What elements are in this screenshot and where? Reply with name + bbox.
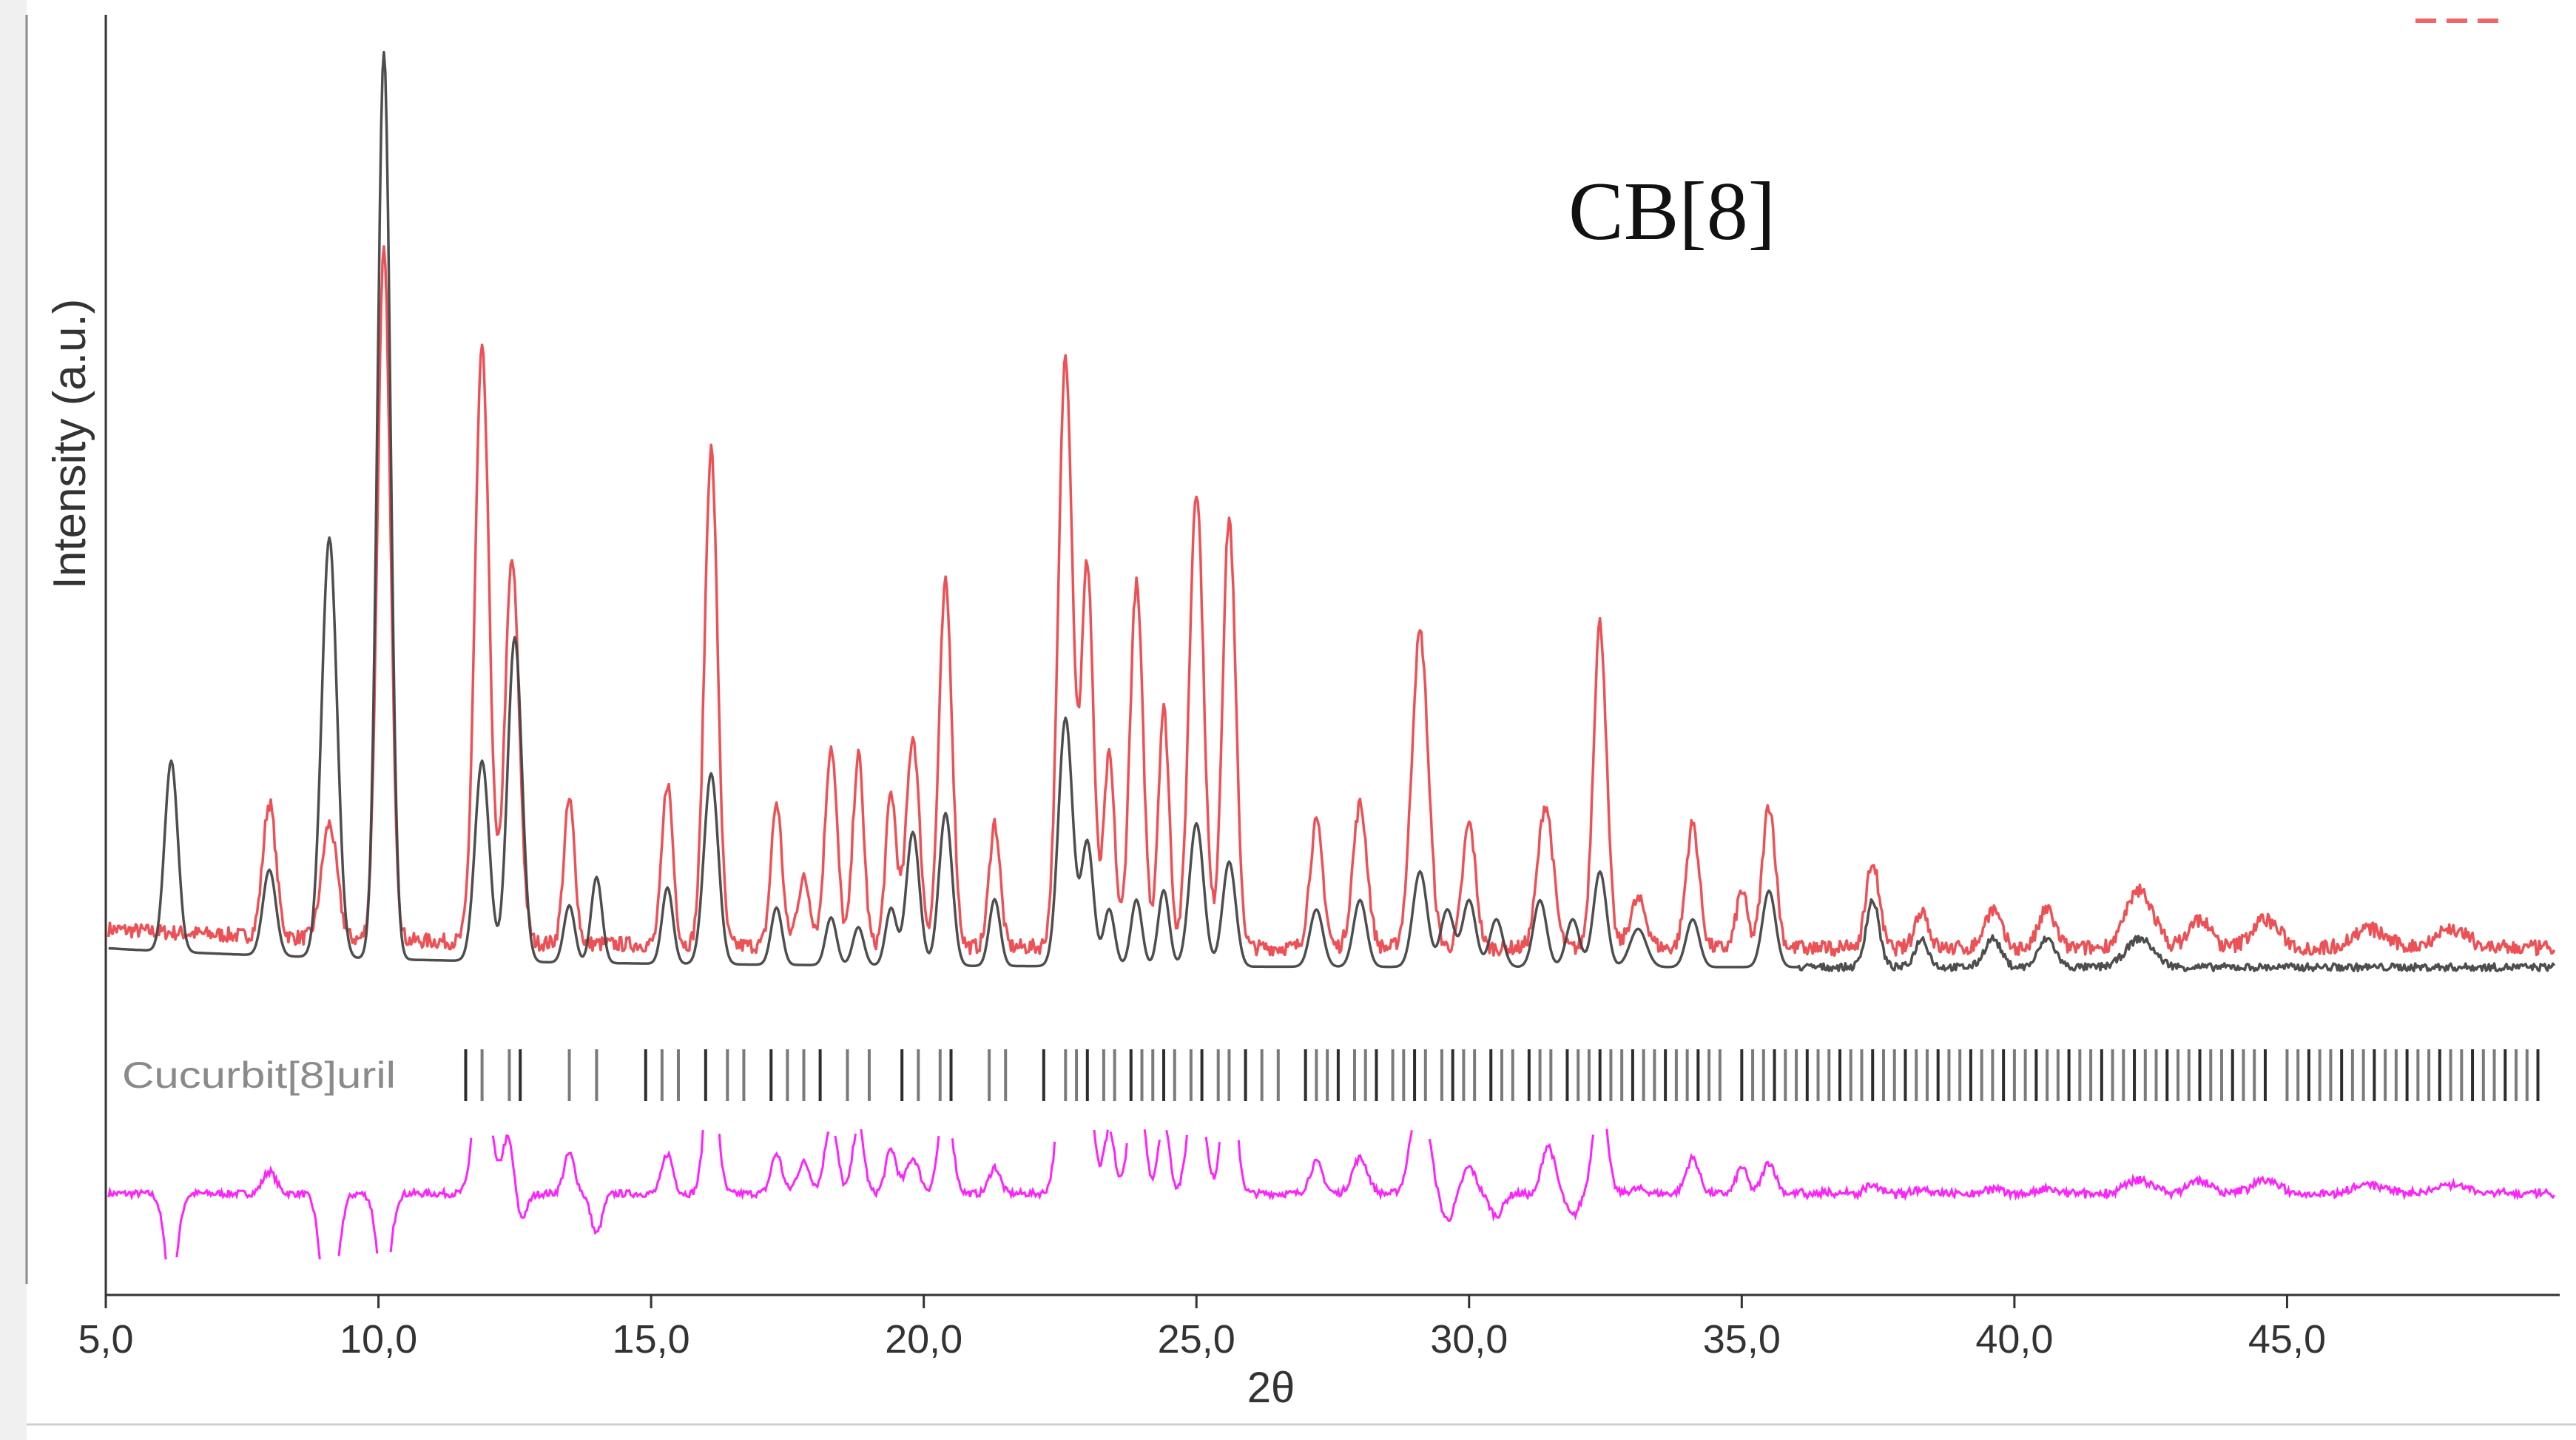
x-tick-label: 10,0 — [340, 1317, 417, 1362]
difference-curve-segment — [175, 1165, 321, 1259]
x-tick-label: 40,0 — [1975, 1317, 2053, 1362]
observed-pattern-line — [107, 245, 2556, 958]
difference-curve-segment — [491, 1130, 704, 1236]
x-tick-label: 5,0 — [78, 1317, 133, 1362]
difference-curve-segment — [1165, 1130, 1188, 1191]
difference-curve-group — [107, 1128, 2555, 1260]
difference-curve-segment — [1093, 1129, 1109, 1168]
difference-curve-segment — [1109, 1131, 1128, 1178]
x-tick-label: 35,0 — [1703, 1317, 1781, 1362]
difference-curve-segment — [107, 1186, 167, 1260]
difference-curve-segment — [834, 1133, 857, 1188]
difference-curve-segment — [951, 1138, 1056, 1200]
difference-curve-segment — [389, 1137, 473, 1253]
x-tick-label: 45,0 — [2248, 1317, 2326, 1362]
x-tick-label: 25,0 — [1158, 1317, 1235, 1362]
y-axis-label: Intensity (a.u.) — [44, 299, 95, 590]
sample-annotation: CB[8] — [1568, 166, 1776, 258]
difference-curve-segment — [337, 1190, 379, 1256]
difference-curve-segment — [1605, 1128, 2555, 1202]
difference-curve-segment — [1143, 1129, 1161, 1182]
difference-curve-segment — [860, 1128, 940, 1199]
x-tick-label: 30,0 — [1430, 1317, 1508, 1362]
left-frame — [0, 0, 27, 1440]
x-tick-label: 15,0 — [613, 1317, 690, 1362]
pattern-curves-group — [107, 50, 2556, 972]
difference-curve-segment — [1204, 1137, 1221, 1180]
difference-curve-segment — [1428, 1134, 1594, 1222]
x-tick-group: 5,0 10,0 15,0 20,0 25,0 30,0 35,0 40,0 45,0 — [78, 1295, 2326, 1362]
x-axis-label: 2θ — [1247, 1364, 1295, 1412]
phase-label: Cucurbit[8]uril — [122, 1054, 396, 1096]
x-tick-label: 20,0 — [885, 1317, 962, 1362]
reflection-markers-group — [464, 1049, 2540, 1101]
calculated-pattern-line — [108, 50, 2556, 972]
difference-curve-segment — [718, 1131, 830, 1200]
difference-curve-segment — [1237, 1130, 1413, 1201]
